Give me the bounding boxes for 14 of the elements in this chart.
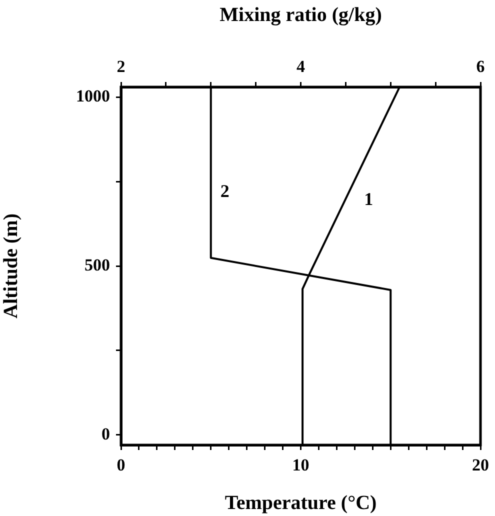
x2-tick-label: 6 [476, 57, 485, 76]
x2-tick-label: 2 [116, 57, 126, 76]
x-tick-label: 0 [116, 456, 126, 475]
x-tick-label: 20 [472, 456, 489, 475]
y-axis-title: Altitude (m) [0, 214, 22, 318]
y-tick-label: 0 [102, 424, 110, 444]
x2-tick-label: 4 [296, 57, 306, 76]
y-tick-label: 1000 [76, 86, 110, 106]
x2-axis-title: Mixing ratio (g/kg) [220, 4, 382, 26]
y-tick-label: 500 [84, 255, 110, 274]
series-label: 2 [220, 181, 230, 202]
x-tick-label: 10 [292, 456, 310, 475]
series-label: 1 [364, 188, 374, 209]
x-axis-title: Temperature (°C) [224, 492, 377, 514]
